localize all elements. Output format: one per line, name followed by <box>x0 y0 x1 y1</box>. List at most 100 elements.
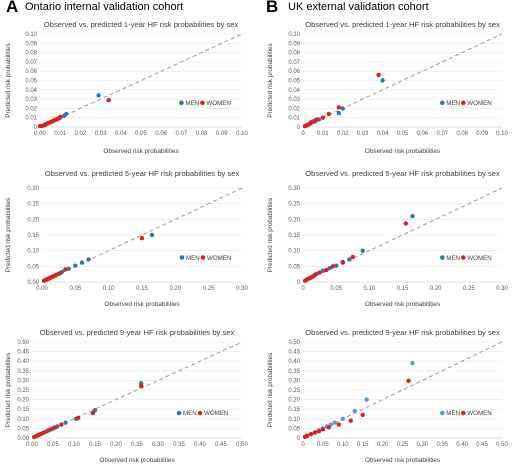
reference-line <box>39 33 243 128</box>
x-tick-label: 0.35 <box>173 442 185 448</box>
x-tick-label: 0.04 <box>377 131 389 137</box>
legend-label: WOMEN <box>467 100 491 107</box>
chart-title: Observed vs. predicted 9-year HF risk pr… <box>305 328 500 337</box>
y-tick-label: 0.05 <box>288 264 300 270</box>
legend-label: MEN <box>446 255 460 262</box>
x-tick-label: 0 <box>301 286 305 292</box>
data-point <box>360 248 365 253</box>
x-tick-label: 0.05 <box>317 442 329 448</box>
chart-b3: Observed vs. predicted 9-year HF risk pr… <box>267 328 508 464</box>
series-women <box>302 221 409 283</box>
x-tick-label: 0.07 <box>436 131 448 137</box>
y-tick-label: 0.20 <box>17 398 29 404</box>
y-tick-label: 0.15 <box>288 233 300 239</box>
chart-a2: Observed vs. predicted 5-year HF risk pr… <box>5 169 248 308</box>
x-tick-label: 0.00 <box>34 131 46 137</box>
panel-a-letter: A <box>6 0 19 16</box>
x-tick-label: 0.15 <box>89 442 101 448</box>
y-tick-label: 0.40 <box>17 359 29 365</box>
y-tick-label: 0.04 <box>25 88 37 94</box>
data-point <box>308 431 314 437</box>
x-tick-label: 0.01 <box>317 131 329 137</box>
data-point <box>403 221 409 226</box>
data-point <box>76 415 81 421</box>
y-tick-label: 0.50 <box>288 340 300 346</box>
data-point <box>376 72 381 78</box>
legend-label: WOMEN <box>467 410 491 417</box>
y-tick-label: 0.09 <box>288 41 300 47</box>
y-tick-label: 0.10 <box>288 417 300 423</box>
x-tick-label: 0.08 <box>456 131 468 137</box>
data-point <box>330 264 336 269</box>
y-tick-label: 0.30 <box>288 378 300 384</box>
y-tick-label: 0.20 <box>27 217 39 223</box>
y-tick-label: 0.05 <box>25 79 37 85</box>
x-tick-label: 0.10 <box>103 286 115 292</box>
x-tick-label: 0.00 <box>36 286 48 292</box>
x-tick-label: 0.08 <box>196 131 208 137</box>
legend-marker <box>440 100 445 106</box>
y-tick-label: 0.15 <box>17 407 29 413</box>
series-women <box>31 383 144 440</box>
x-tick-label: 0.30 <box>236 286 248 292</box>
data-point <box>312 430 318 435</box>
data-point <box>406 378 411 383</box>
legend-marker <box>179 255 185 260</box>
legend-marker <box>197 410 203 416</box>
y-axis-label: Predicted risk probabilities <box>267 353 274 428</box>
data-point <box>340 260 345 265</box>
x-axis-label: Observed risk probabilities <box>365 148 440 155</box>
series-women <box>41 235 145 283</box>
x-tick-label: 0.45 <box>215 442 227 448</box>
x-tick-label: 0.20 <box>430 286 442 292</box>
x-tick-label: 0.15 <box>397 286 409 292</box>
data-point <box>59 422 64 427</box>
y-axis-label: Predicted risk probabilities <box>267 43 274 118</box>
x-tick-label: 0.10 <box>363 286 375 292</box>
x-tick-label: 0.20 <box>377 442 389 448</box>
x-tick-label: 0.01 <box>54 131 66 137</box>
x-axis-label: Observed risk probabilities <box>99 457 174 464</box>
x-axis-label: Observed risk probabilities <box>104 301 179 308</box>
data-point <box>106 97 111 103</box>
x-axis-label: Observed risk probabilities <box>365 301 440 308</box>
x-tick-label: 0.06 <box>417 131 429 137</box>
panel-b-label: UK external validation cohort <box>288 1 429 13</box>
x-tick-label: 0.40 <box>456 442 468 448</box>
x-tick-label: 0.40 <box>194 442 206 448</box>
x-tick-label: 0.03 <box>95 131 107 137</box>
y-tick-label: 0.25 <box>288 202 300 208</box>
y-axis-label: Predicted risk probabilities <box>267 198 274 273</box>
data-point <box>320 115 326 120</box>
y-tick-label: 0 <box>297 280 301 286</box>
x-tick-label: 0.25 <box>463 286 475 292</box>
x-tick-label: 0.30 <box>417 442 429 448</box>
x-tick-label: 0.00 <box>26 442 38 448</box>
x-tick-label: 0.35 <box>436 442 448 448</box>
y-tick-label: 0.45 <box>288 350 300 356</box>
data-point <box>333 263 339 268</box>
data-point <box>139 235 145 241</box>
data-point <box>58 114 63 119</box>
x-tick-label: 0 <box>301 442 305 448</box>
chart-title: Observed vs. predicted 5-year HF risk pr… <box>305 169 500 178</box>
y-tick-label: 0.35 <box>17 369 29 375</box>
y-tick-label: 0.09 <box>25 41 37 47</box>
legend-label: MEN <box>183 410 197 417</box>
y-tick-label: 0.10 <box>288 32 300 38</box>
data-point <box>317 270 322 275</box>
series-women <box>37 97 111 129</box>
chart-title: Observed vs. predicted 1-year HF risk pr… <box>44 20 239 29</box>
legend-label: MEN <box>446 100 460 107</box>
y-axis-label: Predicted risk probabilities <box>5 353 12 428</box>
legend-label: MEN <box>185 100 199 107</box>
y-tick-label: 0.15 <box>288 407 300 413</box>
y-tick-label: 0.30 <box>17 378 29 384</box>
data-point <box>86 257 91 262</box>
data-point <box>348 418 353 423</box>
data-point <box>40 431 45 436</box>
x-tick-label: 0.05 <box>47 442 59 448</box>
x-tick-label: 0 <box>301 131 305 137</box>
y-tick-label: 0.10 <box>288 249 300 255</box>
